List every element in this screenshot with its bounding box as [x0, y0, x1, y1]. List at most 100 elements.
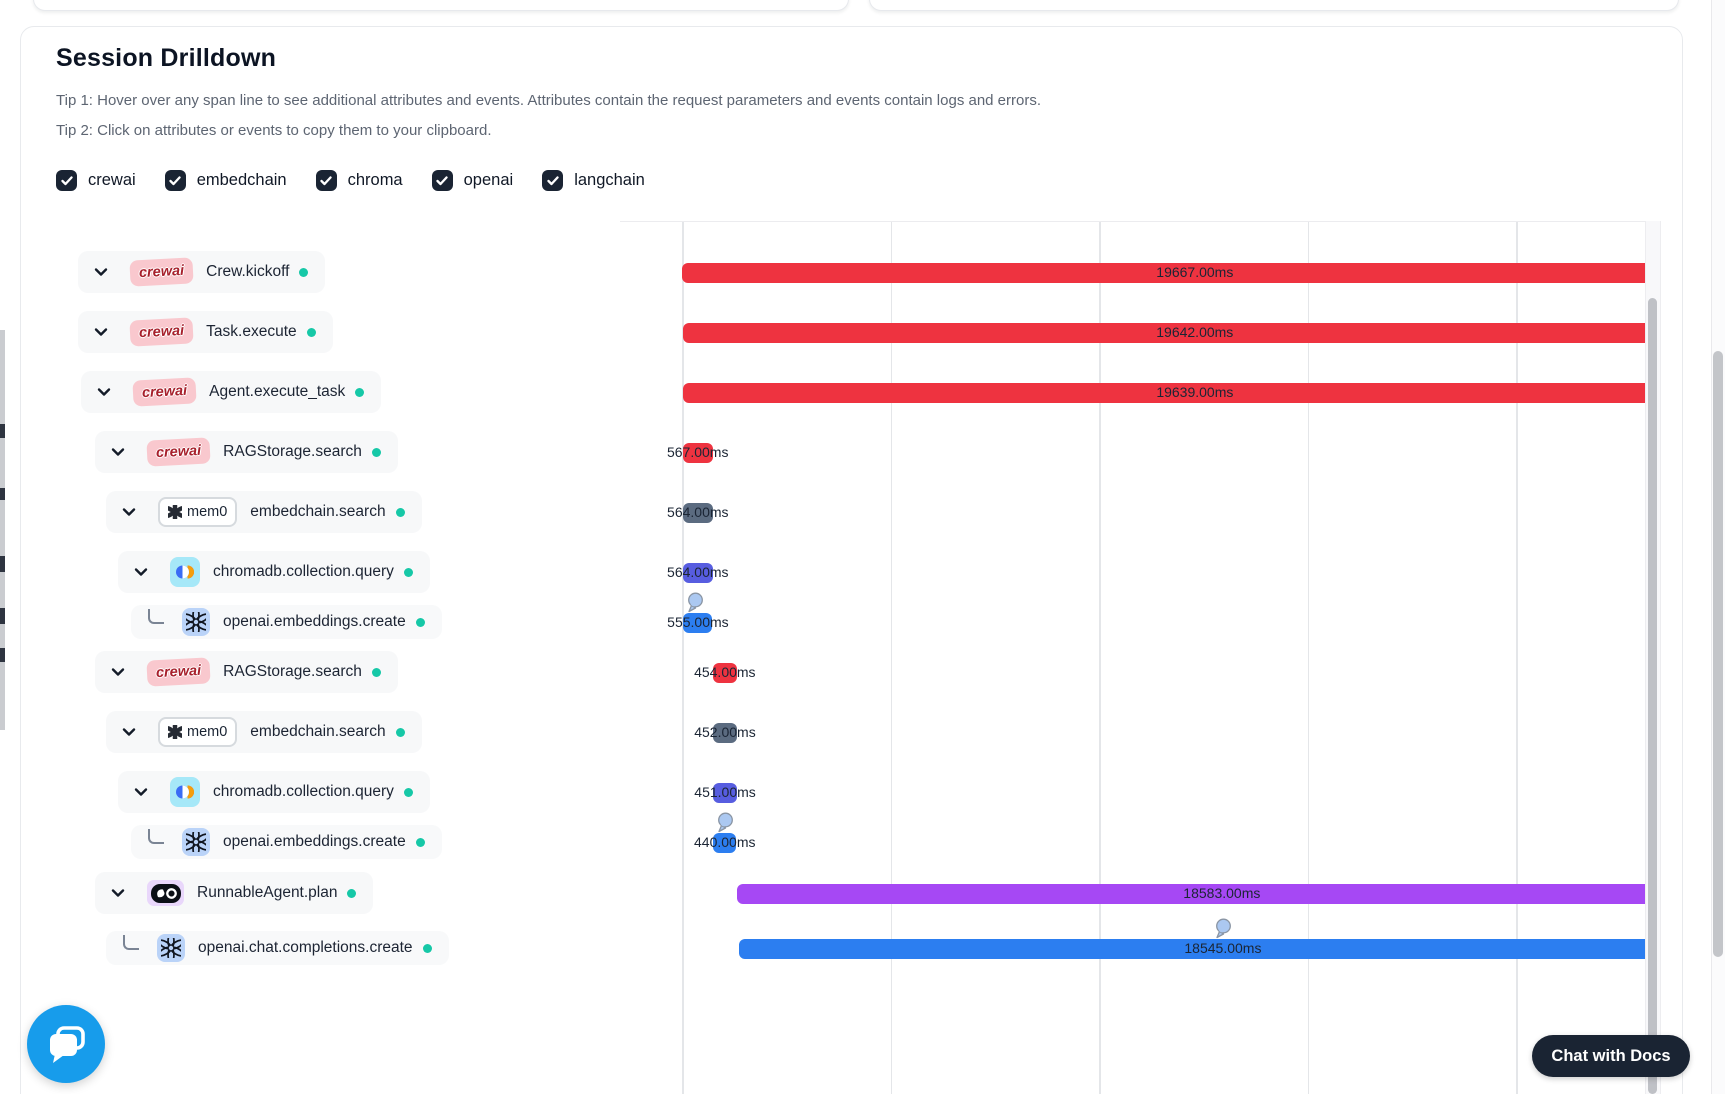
event-bubble-icon[interactable]: [1214, 918, 1232, 939]
mem0-label: mem0: [187, 724, 228, 740]
span-bar[interactable]: [713, 723, 737, 743]
span-row[interactable]: crewai RAGStorage.search: [95, 431, 398, 473]
duration-label: 19642.00ms: [1156, 324, 1234, 340]
chevron-down-icon[interactable]: [93, 264, 109, 280]
span-name: Agent.execute_task: [209, 383, 346, 400]
span-row[interactable]: crewai RAGStorage.search: [95, 651, 398, 693]
span-row[interactable]: openai.embeddings.create: [131, 605, 442, 639]
chevron-down-icon[interactable]: [110, 664, 126, 680]
span-row[interactable]: openai.chat.completions.create: [106, 931, 449, 965]
duration-label: 451.00ms: [694, 784, 756, 800]
span-bar[interactable]: [682, 443, 713, 463]
status-dot: [395, 507, 405, 517]
openai-logo: [182, 828, 210, 856]
page-scrollbar-thumb[interactable]: [1713, 351, 1723, 957]
status-dot: [403, 567, 413, 577]
filter-checkbox-embedchain[interactable]: embedchain: [164, 170, 287, 191]
span-row[interactable]: RunnableAgent.plan: [95, 872, 374, 914]
mem0-flower-icon: [168, 725, 182, 739]
checkbox-checked-icon: [315, 170, 337, 191]
filter-label: embedchain: [196, 171, 287, 189]
chevron-down-icon[interactable]: [110, 885, 126, 901]
span-row[interactable]: crewai Agent.execute_task: [81, 371, 382, 413]
chevron-down-icon[interactable]: [133, 784, 149, 800]
filter-label: openai: [463, 171, 514, 189]
top-card-left: [33, 0, 849, 11]
span-name: openai.embeddings.create: [223, 833, 406, 850]
duration-label: 567.00ms: [666, 444, 729, 460]
timeline-gridline: [682, 222, 684, 1094]
timeline-gridline: [890, 222, 893, 1094]
span-row[interactable]: crewai Task.execute: [78, 311, 333, 353]
filter-checkbox-chroma[interactable]: chroma: [315, 170, 403, 191]
chevron-down-icon[interactable]: [93, 324, 109, 340]
mem0-logo: mem0: [158, 717, 238, 747]
tip-1-text: Tip 1: Hover over any span line to see a…: [56, 92, 1042, 109]
checkbox-checked-icon: [164, 170, 186, 191]
mem0-flower-icon: [168, 505, 182, 519]
crewai-logo: crewai: [132, 377, 197, 407]
langchain-logo: [147, 880, 184, 906]
top-card-right: [869, 0, 1679, 11]
chat-with-docs-button[interactable]: Chat with Docs: [1532, 1035, 1690, 1077]
span-row[interactable]: chromadb.collection.query: [118, 771, 430, 813]
duration-label: 19667.00ms: [1156, 264, 1234, 280]
span-bar[interactable]: [682, 263, 1645, 283]
span-bar[interactable]: [683, 503, 713, 523]
status-dot: [395, 727, 405, 737]
span-row[interactable]: openai.embeddings.create: [131, 825, 442, 859]
chevron-down-icon[interactable]: [110, 444, 126, 460]
chart-scrollbar-thumb[interactable]: [1648, 298, 1657, 1094]
span-bar[interactable]: [737, 884, 1645, 904]
span-bar[interactable]: [682, 323, 1645, 343]
span-bar[interactable]: [683, 563, 713, 583]
mem0-label: mem0: [187, 504, 228, 520]
span-bar[interactable]: [683, 613, 713, 633]
filter-checkbox-openai[interactable]: openai: [431, 170, 514, 191]
span-name: chromadb.collection.query: [213, 783, 394, 800]
span-row[interactable]: crewai Crew.kickoff: [78, 251, 326, 293]
span-bar[interactable]: [739, 939, 1645, 959]
left-edge-fragment: [0, 608, 5, 624]
status-dot: [371, 447, 381, 457]
chroma-logo: [170, 557, 200, 587]
span-row[interactable]: mem0 embedchain.search: [106, 491, 422, 533]
span-bar[interactable]: [713, 833, 737, 853]
filter-checkbox-langchain[interactable]: langchain: [542, 170, 645, 191]
openai-logo: [182, 608, 210, 636]
span-name: openai.embeddings.create: [223, 613, 406, 630]
filter-checkbox-crewai[interactable]: crewai: [56, 170, 136, 191]
span-name: Task.execute: [206, 323, 297, 340]
chevron-down-icon[interactable]: [96, 384, 112, 400]
checkbox-checked-icon: [542, 170, 564, 191]
event-bubble-icon[interactable]: [716, 812, 734, 833]
library-filter-bar: crewai embedchain chroma openai langchain: [56, 170, 645, 191]
chevron-down-icon[interactable]: [121, 724, 137, 740]
event-bubble-icon[interactable]: [686, 592, 704, 613]
chat-widget-button[interactable]: [27, 1005, 105, 1083]
status-dot: [347, 888, 357, 898]
tree-connector-icon: [123, 934, 139, 950]
chevron-down-icon[interactable]: [133, 564, 149, 580]
duration-label: 18583.00ms: [1183, 885, 1261, 901]
status-dot: [355, 387, 365, 397]
page-title: Session Drilldown: [56, 44, 277, 72]
span-name: embedchain.search: [250, 503, 386, 520]
span-bar[interactable]: [713, 783, 737, 803]
duration-label: 19639.00ms: [1156, 384, 1234, 400]
span-row[interactable]: mem0 embedchain.search: [106, 711, 422, 753]
timeline-chart: 19667.00ms 19642.00ms 19639.00ms 567.00ms 56…: [620, 221, 1645, 1094]
chroma-logo: [170, 777, 200, 807]
span-name: Crew.kickoff: [206, 263, 290, 280]
timeline-gridline: [1307, 222, 1310, 1094]
left-edge-fragment: [0, 556, 5, 572]
duration-label: 454.00ms: [694, 664, 756, 680]
timeline-gridline: [1516, 222, 1518, 1094]
openai-logo: [157, 934, 185, 962]
span-bar[interactable]: [682, 383, 1645, 403]
span-row[interactable]: chromadb.collection.query: [118, 551, 430, 593]
crewai-logo: crewai: [146, 657, 211, 687]
chat-bubbles-icon: [50, 1026, 85, 1063]
chevron-down-icon[interactable]: [121, 504, 137, 520]
span-bar[interactable]: [712, 663, 737, 683]
